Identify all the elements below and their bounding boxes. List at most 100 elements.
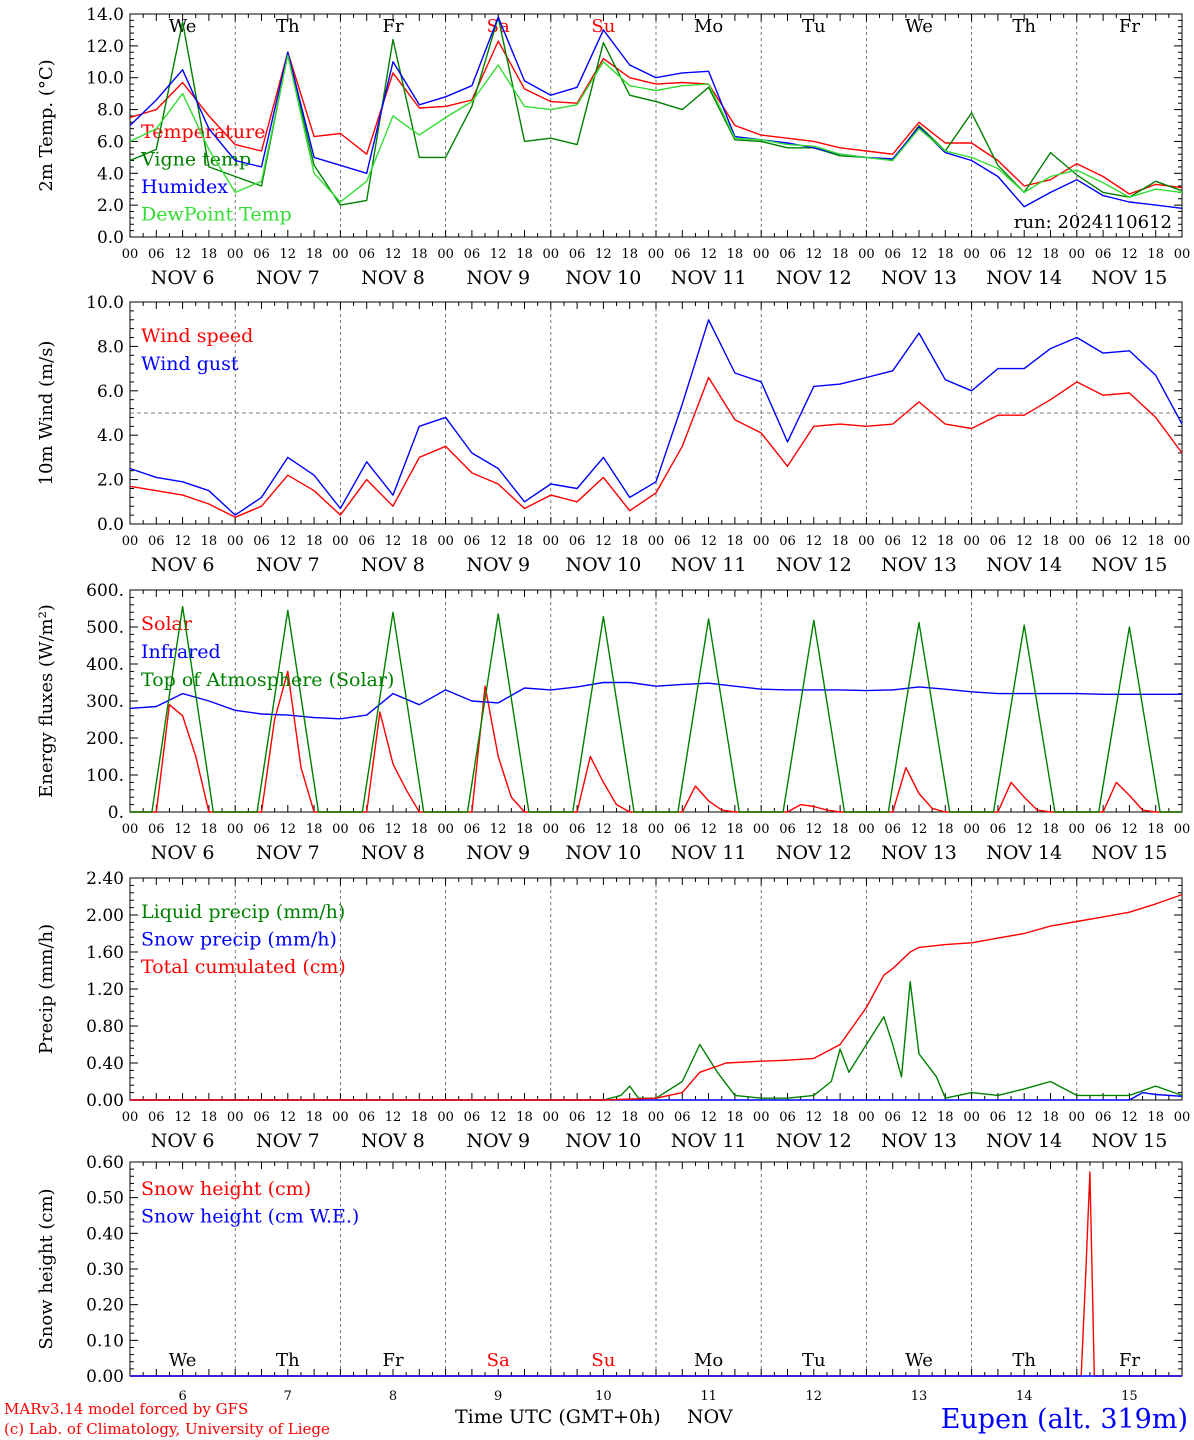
x-hour-label: 18 <box>516 534 533 549</box>
x-date-label: NOV 15 <box>1091 1130 1167 1152</box>
x-hour-label: 18 <box>1147 247 1164 262</box>
x-hour-label: 06 <box>253 247 270 262</box>
footer-model: MARv3.14 model forced by GFS <box>4 1400 248 1418</box>
x-hour-label: 00 <box>963 534 980 549</box>
x-hour-label: 06 <box>674 534 691 549</box>
x-date-label: NOV 8 <box>361 554 425 576</box>
weekday-label: We <box>905 1350 933 1371</box>
x-date-label: NOV 12 <box>776 1130 852 1152</box>
day-number-label: 7 <box>284 1389 292 1404</box>
x-hour-label: 06 <box>358 534 375 549</box>
x-date-label: NOV 11 <box>671 1130 747 1152</box>
x-date-label: NOV 7 <box>256 554 320 576</box>
x-hour-label: 12 <box>490 1110 507 1125</box>
y-tick-label: 2.00 <box>86 906 124 926</box>
x-hour-label: 12 <box>595 247 612 262</box>
x-date-label: NOV 12 <box>776 554 852 576</box>
x-date-label: NOV 13 <box>881 842 957 864</box>
x-date-label: NOV 15 <box>1091 554 1167 576</box>
chart-panel-4: 0.00 0.40 0.80 1.20 1.60 2.00 2.40 Precip (mm/h… <box>36 869 1190 1152</box>
run-label: run: 2024110612 <box>1014 212 1172 233</box>
day-number-label: 12 <box>806 1389 823 1404</box>
x-hour-label: 18 <box>1147 1110 1164 1125</box>
x-hour-label: 06 <box>358 822 375 837</box>
weekday-label: Tu <box>802 16 826 37</box>
legend-entry-2: Vigne temp <box>140 149 251 171</box>
x-hour-label: 00 <box>437 822 454 837</box>
y-tick-label: 0.50 <box>86 1189 124 1209</box>
x-hour-label: 12 <box>700 534 717 549</box>
day-number-label: 13 <box>911 1389 928 1404</box>
x-hour-label: 00 <box>858 822 875 837</box>
x-hour-label: 00 <box>437 247 454 262</box>
x-hour-label: 00 <box>648 247 665 262</box>
x-hour-label: 12 <box>911 1110 928 1125</box>
x-date-label: NOV 10 <box>565 267 641 289</box>
x-hour-label: 12 <box>174 1110 191 1125</box>
legend-entry-3: Top of Atmosphere (Solar) <box>141 669 394 691</box>
x-hour-label: 06 <box>464 1110 481 1125</box>
y-tick-label: 2.0 <box>97 196 124 216</box>
x-hour-label: 06 <box>1095 822 1112 837</box>
weekday-label: We <box>169 16 197 37</box>
x-hour-label: 06 <box>253 1110 270 1125</box>
x-hour-label: 18 <box>1147 822 1164 837</box>
x-hour-label: 00 <box>122 822 139 837</box>
y-tick-label: 10.0 <box>86 69 124 89</box>
x-hour-label: 06 <box>779 534 796 549</box>
series-line-2 <box>129 319 1183 516</box>
x-hour-label: 00 <box>648 534 665 549</box>
x-hour-label: 00 <box>543 534 560 549</box>
x-date-label: NOV 6 <box>151 267 215 289</box>
x-hour-label: 12 <box>280 1110 297 1125</box>
series-line-3 <box>130 893 1183 1101</box>
x-hour-label: 18 <box>201 247 218 262</box>
x-hour-label: 18 <box>1042 1110 1059 1125</box>
x-hour-label: 00 <box>648 822 665 837</box>
weekday-label: We <box>169 1350 197 1371</box>
x-date-label: NOV 8 <box>361 1130 425 1152</box>
y-tick-label: 8.0 <box>97 101 124 121</box>
x-hour-label: 00 <box>1069 247 1086 262</box>
x-hour-label: 00 <box>332 247 349 262</box>
y-tick-label: 0.0 <box>97 228 124 248</box>
x-hour-label: 00 <box>753 247 770 262</box>
x-hour-label: 18 <box>1042 822 1059 837</box>
x-hour-label: 00 <box>227 247 244 262</box>
series-line-1 <box>129 376 1183 518</box>
x-hour-label: 06 <box>779 822 796 837</box>
x-hour-label: 06 <box>990 247 1007 262</box>
y-tick-label: 2.0 <box>97 471 124 491</box>
x-date-label: NOV 6 <box>151 842 215 864</box>
y-axis-title: Energy fluxes (W/m²) <box>36 604 57 798</box>
x-date-label: NOV 6 <box>151 1130 215 1152</box>
x-hour-label: 00 <box>332 534 349 549</box>
y-tick-label: 0.40 <box>86 1224 124 1244</box>
y-axis-title: 10m Wind (m/s) <box>36 341 57 486</box>
legend-entry-3: Total cumulated (cm) <box>141 956 346 978</box>
x-date-label: NOV 7 <box>256 267 320 289</box>
x-hour-label: 06 <box>148 822 165 837</box>
x-date-label: NOV 8 <box>361 267 425 289</box>
x-hour-label: 18 <box>1147 534 1164 549</box>
x-hour-label: 00 <box>122 1110 139 1125</box>
day-number-label: 8 <box>389 1389 397 1404</box>
chart-panel-2: 0.0 2.0 4.0 6.0 8.0 10.0 10m Wind (m/s) 00 06 12 1… <box>36 293 1190 576</box>
y-tick-label: 0.0 <box>97 515 124 535</box>
x-hour-label: 18 <box>411 1110 428 1125</box>
series-line-1 <box>130 980 1183 1101</box>
x-date-label: NOV 14 <box>986 842 1062 864</box>
x-hour-label: 18 <box>201 1110 218 1125</box>
x-hour-label: 06 <box>779 247 796 262</box>
x-hour-label: 12 <box>280 534 297 549</box>
x-hour-label: 18 <box>201 534 218 549</box>
y-tick-label: 14.0 <box>86 5 124 25</box>
x-hour-label: 06 <box>779 1110 796 1125</box>
x-hour-label: 18 <box>516 247 533 262</box>
chart-panel-3: 0. 100. 200. 300. 400. 500. 600. Energy fluxes … <box>36 581 1190 864</box>
x-date-label: NOV 11 <box>671 554 747 576</box>
x-hour-label: 12 <box>280 822 297 837</box>
legend-entry-2: Snow precip (mm/h) <box>141 929 337 951</box>
x-hour-label: 06 <box>148 247 165 262</box>
